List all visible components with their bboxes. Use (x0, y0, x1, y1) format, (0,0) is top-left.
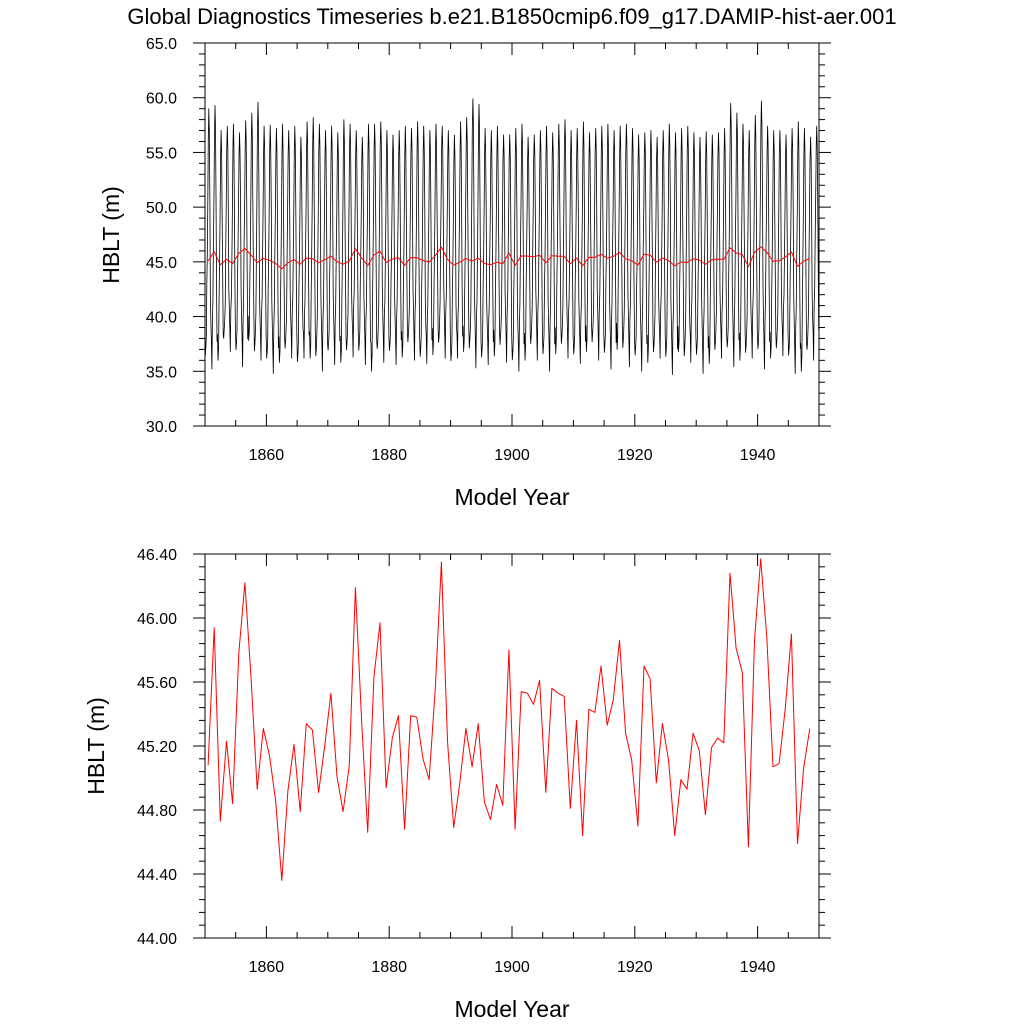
top-plot-x-tick-label: 1940 (740, 447, 776, 464)
bottom-plot-x-tick-label: 1900 (494, 959, 530, 976)
bottom-plot-x-tick-label: 1860 (249, 959, 285, 976)
top-plot-y-tick-label: 30.0 (146, 419, 177, 436)
top-plot: HBLT (m) Model Year 1860 1880 1900 1920 1940… (98, 36, 831, 510)
top-plot-y-tick-label: 45.0 (146, 255, 177, 272)
bottom-plot-x-tick-label: 1920 (617, 959, 653, 976)
bottom-plot: HBLT (m) Model Year 1860 1880 1900 1920 1940… (83, 547, 831, 1022)
top-plot-x-tick-label: 1920 (617, 447, 653, 464)
top-plot-x-axis-label: Model Year (454, 484, 569, 510)
bottom-plot-x-axis-label: Model Year (454, 996, 569, 1022)
figure-title: Global Diagnostics Timeseries b.e21.B185… (127, 4, 896, 29)
top-plot-y-tick-label: 65.0 (146, 36, 177, 53)
top-plot-x-tick-label: 1900 (494, 447, 530, 464)
bottom-plot-y-tick-label: 45.20 (137, 739, 177, 756)
bottom-plot-x-tick-label: 1880 (371, 959, 407, 976)
top-plot-x-tick-label: 1880 (371, 447, 407, 464)
top-plot-y-axis-label: HBLT (m) (98, 186, 124, 284)
bottom-plot-y-tick-label: 44.80 (137, 803, 177, 820)
bottom-plot-y-tick-label: 44.40 (137, 867, 177, 884)
top-plot-annual-series-line (207, 246, 810, 270)
top-plot-y-tick-label: 55.0 (146, 145, 177, 162)
top-plot-y-tick-label: 40.0 (146, 310, 177, 327)
bottom-plot-annual-series-line (207, 558, 811, 881)
bottom-plot-y-tick-label: 45.60 (137, 675, 177, 692)
top-plot-monthly-series-line (204, 98, 820, 375)
bottom-plot-x-tick-label: 1940 (740, 959, 776, 976)
top-plot-y-tick-label: 35.0 (146, 364, 177, 381)
bottom-plot-y-tick-label: 44.00 (137, 931, 177, 948)
bottom-plot-y-axis-label: HBLT (m) (83, 697, 109, 795)
bottom-plot-y-tick-label: 46.00 (137, 611, 177, 628)
top-plot-y-tick-label: 50.0 (146, 200, 177, 217)
bottom-plot-y-tick-label: 46.40 (137, 547, 177, 564)
top-plot-y-tick-label: 60.0 (146, 91, 177, 108)
top-plot-x-tick-label: 1860 (249, 447, 285, 464)
